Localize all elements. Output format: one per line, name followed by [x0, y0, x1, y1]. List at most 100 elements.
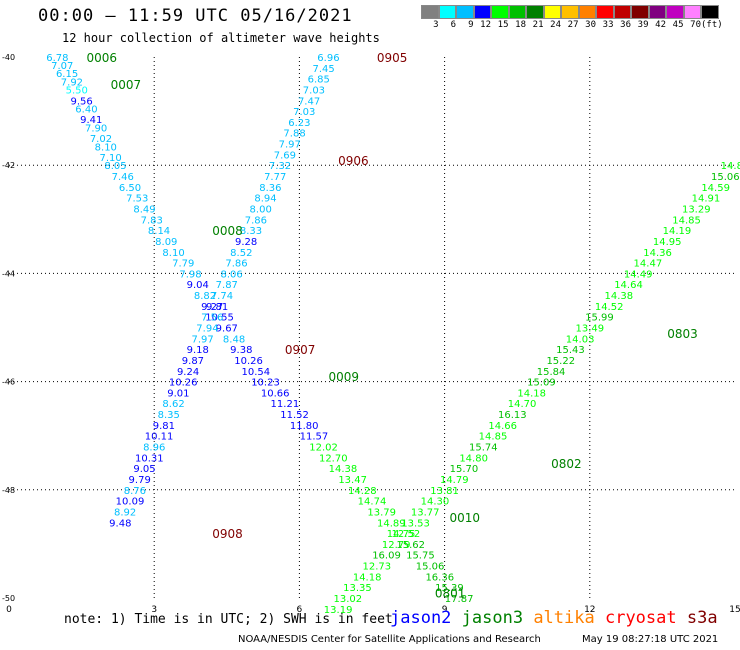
x-tick-label: 6	[297, 605, 303, 615]
swh-point-track-a: 7.02	[90, 134, 112, 145]
swh-point-track-b: 8.94	[254, 194, 276, 205]
swh-point-track-a: 6.15	[56, 69, 78, 80]
swh-point-track-b: 7.45	[312, 64, 334, 75]
swh-point-track-a: 14.89	[377, 518, 406, 529]
color-scale-swatch	[631, 5, 649, 19]
color-scale-swatch	[561, 5, 579, 19]
swh-point-track-a: 10.66	[261, 388, 290, 399]
color-scale-label: 30	[585, 20, 596, 30]
swh-point-track-a: 8.10	[95, 142, 117, 153]
swh-point-track-c: 13.35	[343, 583, 372, 594]
x-tick-label: 15	[729, 605, 740, 615]
swh-point-track-c: 14.47	[634, 259, 663, 270]
color-scale-label: 42	[655, 20, 666, 30]
swh-point-track-a: 14.28	[348, 486, 377, 497]
color-scale-swatch	[491, 5, 509, 19]
time-label: 0009	[328, 370, 359, 384]
color-scale-label: 33	[602, 20, 614, 30]
y-tick-label: -44	[2, 269, 15, 278]
swh-point-track-b: 9.05	[133, 464, 155, 475]
swh-point-track-b: 7.97	[191, 334, 213, 345]
color-scale-bar	[421, 5, 719, 19]
swh-point-track-b: 10.09	[116, 497, 145, 508]
swh-point-track-a: 8.10	[162, 248, 184, 259]
x-tick-label: 3	[151, 605, 157, 615]
time-label: 0907	[285, 343, 316, 357]
color-scale-swatch	[578, 5, 596, 19]
swh-point-track-b: 7.86	[225, 259, 247, 270]
swh-point-track-c: 14.85	[672, 215, 701, 226]
swh-point-track-c: 14.82	[721, 161, 740, 172]
swh-point-track-c: 14.95	[653, 237, 682, 248]
swh-point-track-a: 15.75	[406, 551, 435, 562]
swh-point-track-a: 7.53	[126, 194, 148, 205]
chart-title: 00:00 – 11:59 UTC 05/16/2021	[38, 6, 353, 26]
swh-point-track-c: 15.74	[469, 443, 498, 454]
y-tick-label: -46	[2, 378, 15, 387]
color-scale-swatch	[648, 5, 666, 19]
swh-point-track-a: 9.41	[80, 115, 102, 126]
y-tick-label: -40	[2, 53, 15, 62]
swh-point-track-b: 7.88	[283, 129, 305, 140]
swh-point-track-a: 7.07	[51, 61, 73, 72]
swh-point-track-c: 14.38	[605, 291, 634, 302]
swh-point-track-a: 8.09	[155, 237, 177, 248]
swh-point-track-a: 13.47	[338, 475, 367, 486]
swh-point-track-c: 14.18	[517, 388, 546, 399]
y-tick-label: -42	[2, 161, 15, 170]
swh-point-track-c: 15.22	[546, 356, 575, 367]
swh-point-track-a: 8.48	[223, 334, 245, 345]
swh-point-track-c: 15.70	[450, 464, 479, 475]
swh-point-track-a: 17.87	[445, 594, 474, 605]
swh-point-track-a: 9.67	[216, 324, 238, 335]
swh-point-track-b: 8.36	[259, 183, 281, 194]
swh-point-track-a: 15.39	[435, 583, 464, 594]
color-scale-swatch	[701, 5, 719, 19]
note-text: note: 1) Time is in UTC; 2) SWH is in fe…	[64, 612, 393, 627]
swh-point-track-a: 8.82	[194, 291, 216, 302]
color-scale-label: 6	[450, 20, 456, 30]
swh-point-track-a: 10.23	[251, 378, 280, 389]
y-tick-label: -48	[2, 486, 15, 495]
swh-point-track-b: 7.03	[303, 85, 325, 96]
swh-point-track-c: 13.53	[401, 518, 430, 529]
swh-point-track-a: 14.38	[329, 464, 358, 475]
swh-point-track-a: 11.52	[280, 410, 309, 421]
color-scale-swatch	[613, 5, 631, 19]
swh-point-track-a: 10.26	[234, 356, 263, 367]
swh-point-track-c: 14.03	[566, 334, 595, 345]
footer-credit: NOAA/NESDIS Center for Satellite Applica…	[238, 634, 541, 645]
swh-point-track-c: 13.49	[575, 324, 604, 335]
swh-point-track-c: 14.36	[643, 248, 672, 259]
swh-point-track-a: 7.92	[61, 77, 83, 88]
color-scale-label: 39	[637, 20, 649, 30]
color-scale-label: 3	[433, 20, 439, 30]
satellite-legend-jason3: jason3	[461, 608, 534, 628]
x-tick-label: 12	[584, 605, 595, 615]
swh-point-track-a: 5.50	[66, 85, 88, 96]
swh-point-track-b: 9.87	[182, 356, 204, 367]
time-label: 0006	[86, 51, 117, 65]
color-scale-swatch	[543, 5, 561, 19]
swh-point-track-a: 10.54	[242, 367, 271, 378]
swh-point-track-a: 14.74	[358, 497, 387, 508]
color-scale-label: 70	[690, 20, 701, 30]
swh-point-track-a: 10.55	[205, 313, 234, 324]
swh-point-track-a: 6.40	[75, 104, 97, 115]
time-label: 0801	[435, 587, 466, 601]
swh-point-track-b: 9.81	[153, 421, 175, 432]
swh-point-track-c: 13.77	[411, 507, 440, 518]
color-scale-swatch	[438, 5, 456, 19]
swh-point-track-c: 12.52	[392, 529, 421, 540]
swh-point-track-c: 12.79	[382, 540, 411, 551]
time-label: 0906	[338, 154, 369, 168]
satellite-legend-s3a: s3a	[686, 608, 718, 628]
color-scale-swatch	[666, 5, 684, 19]
swh-point-track-c: 14.52	[595, 302, 624, 313]
swh-point-track-a: 6.78	[46, 53, 68, 64]
swh-point-track-c: 14.91	[692, 194, 721, 205]
color-scale-label: 18	[515, 20, 526, 30]
swh-point-track-a: 11.57	[300, 432, 329, 443]
swh-point-track-a: 9.27	[201, 302, 223, 313]
swh-point-track-a: 12.70	[319, 453, 348, 464]
